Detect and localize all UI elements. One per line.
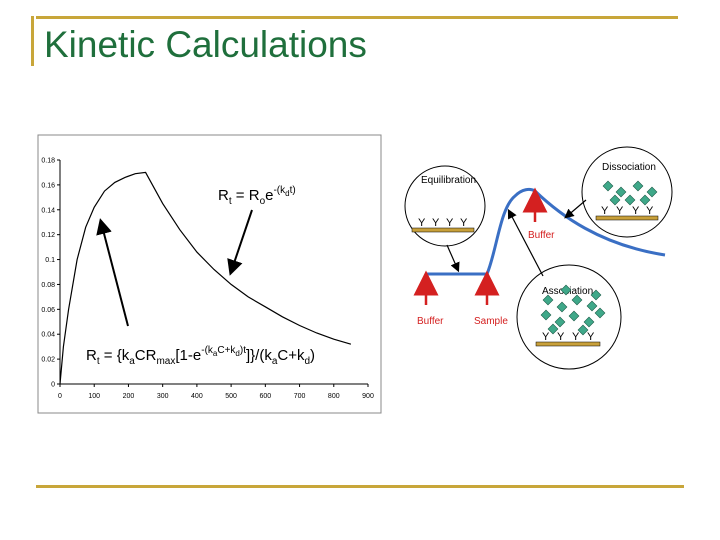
buffer-right-label: Buffer <box>528 230 555 241</box>
equilibration-label: Equilibration <box>421 175 476 186</box>
svg-text:Y: Y <box>557 331 565 343</box>
svg-text:Y: Y <box>616 205 624 217</box>
dissociation-pointer <box>566 200 586 217</box>
svg-text:Y: Y <box>460 217 468 229</box>
svg-text:Y: Y <box>632 205 640 217</box>
svg-text:Y: Y <box>446 217 454 229</box>
svg-text:Y: Y <box>542 331 550 343</box>
equilibration-surface <box>412 228 474 232</box>
buffer-left-label: Buffer <box>417 316 444 327</box>
association-pointer <box>509 211 543 276</box>
svg-text:Y: Y <box>418 217 426 229</box>
dissociation-circle <box>582 147 672 237</box>
svg-text:Y: Y <box>587 331 595 343</box>
svg-text:Y: Y <box>432 217 440 229</box>
svg-text:Y: Y <box>572 331 580 343</box>
svg-text:Y: Y <box>601 205 609 217</box>
association-circle <box>517 265 621 369</box>
svg-text:Y: Y <box>646 205 654 217</box>
equilibration-pointer <box>447 245 458 270</box>
association-surface <box>536 342 600 346</box>
dissociation-surface <box>596 216 658 220</box>
sample-label: Sample <box>474 316 508 327</box>
dissociation-label: Dissociation <box>602 162 656 173</box>
